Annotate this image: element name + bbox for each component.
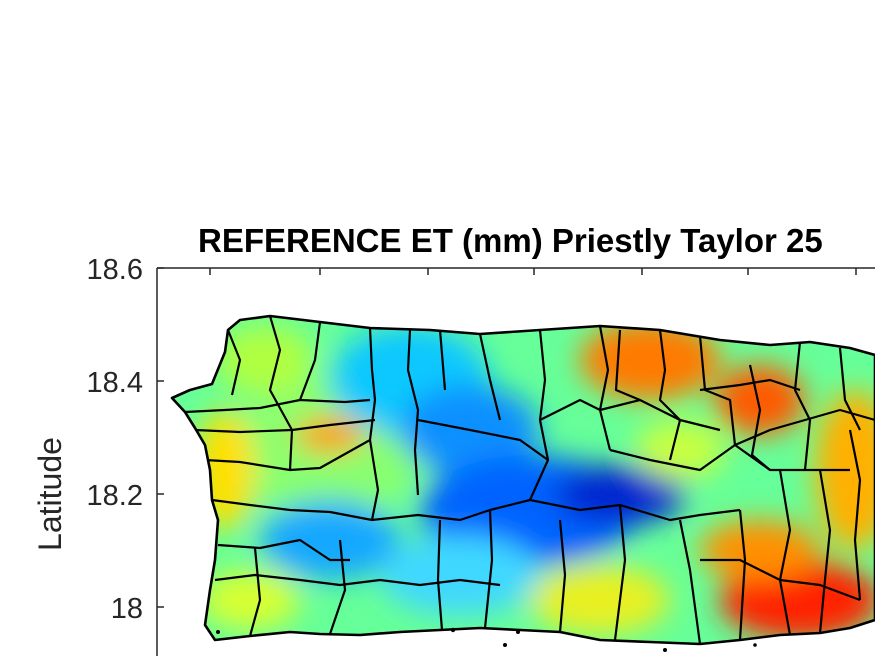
islet (753, 643, 757, 647)
islet (663, 648, 667, 652)
heat-blob (815, 390, 875, 550)
axes: 18.6 18.4 18.2 18 Latitude (32, 254, 875, 656)
heat-blob (380, 535, 540, 615)
municipal-boundaries (184, 316, 875, 644)
heat-blob (260, 500, 400, 580)
heat-blob (530, 565, 670, 635)
y-tick-label: 18.2 (87, 480, 143, 512)
heat-blob (200, 570, 300, 630)
islet (450, 627, 456, 633)
heat-blob (295, 417, 365, 453)
y-tick-label: 18.6 (87, 254, 143, 286)
islet (216, 630, 220, 634)
heatmap-field (172, 316, 875, 644)
heat-blob (580, 320, 720, 400)
y-tick-label: 18 (111, 593, 143, 625)
y-axis-label: Latitude (32, 437, 68, 551)
heat-blob (635, 420, 725, 480)
map-title: REFERENCE ET (mm) Priestly Taylor 25 (198, 222, 823, 259)
coastal-islets (216, 627, 757, 652)
heat-blob (715, 365, 805, 435)
islet (516, 630, 520, 634)
heat-blob (215, 325, 315, 395)
island-outline (170, 314, 875, 646)
islet (503, 643, 507, 647)
y-tick-label: 18.4 (87, 367, 143, 399)
